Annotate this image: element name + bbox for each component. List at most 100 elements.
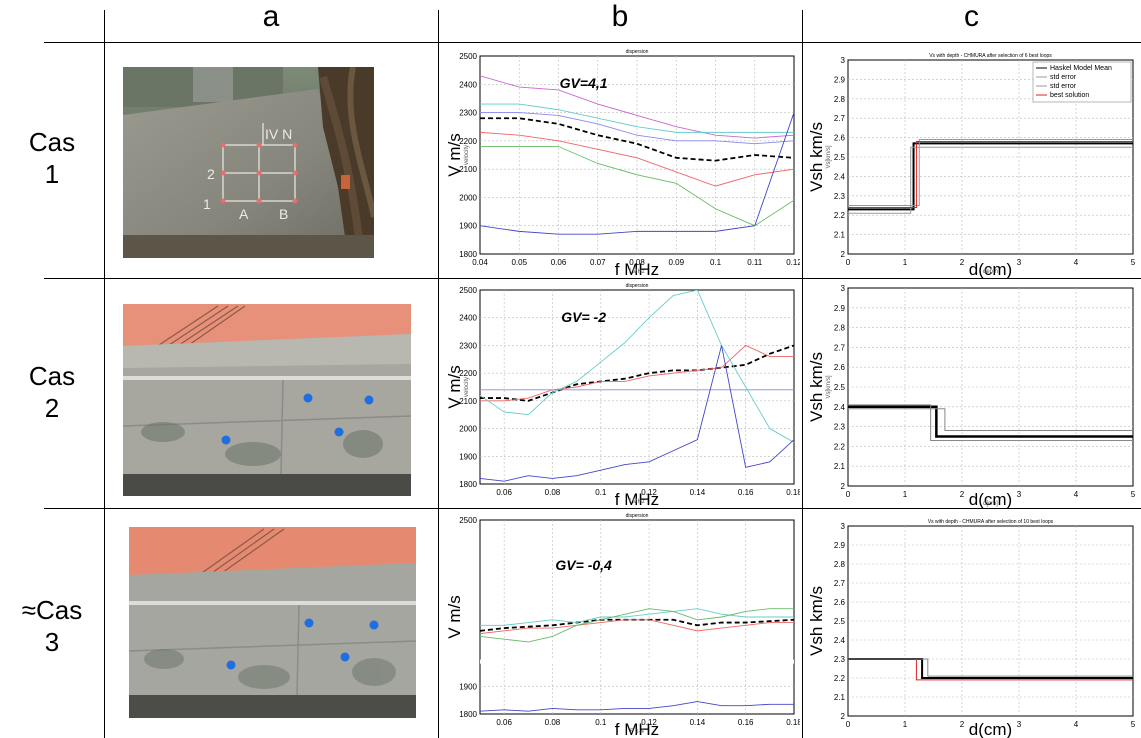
chalk-mark-ivn: IV N	[265, 126, 292, 142]
chart-title: Vs with depth - CHMURA after selection o…	[928, 519, 1054, 525]
y-tick-label: 2.4	[834, 636, 846, 645]
chalk-mark-a: A	[239, 206, 249, 222]
chart-svg: 0 1 2 3 4 5 2 2.1 2.2 2.3 2.4 2.5 2.6 2.7 2.8 2.9 3 d(cm)…	[807, 284, 1136, 508]
x-tick-label: 3	[1017, 258, 1022, 267]
y-tick-label: 2.6	[834, 363, 846, 372]
series-line-5	[480, 131, 794, 187]
gv-annotation: GV= -0,4	[555, 557, 612, 573]
series-group	[480, 608, 794, 712]
y-tick-label: 1900	[459, 222, 477, 231]
x-tick-label: 0.12	[641, 488, 657, 497]
series-line-2	[480, 619, 794, 635]
chart-svg: 0.06 0.08 0.1 0.12 0.14 0.16 0.18 1800 1900 2500 d…	[445, 513, 800, 738]
x-tick-label: 0.04	[472, 258, 488, 267]
chart-svg: 0 1 2 3 4 5 2 2.1 2.2 2.3 2.4 2.5 2.6 2.7 2.8 2.9 3 Vs wi…	[807, 519, 1136, 738]
x-tick-label: 0.18	[786, 488, 800, 497]
series-line-3	[848, 139, 1133, 206]
y-tick-label: 2.7	[834, 114, 846, 123]
series-line-3	[480, 103, 794, 133]
y-tick-label: 2.4	[834, 403, 846, 412]
y-tick-label: 2.4	[834, 172, 846, 181]
x-tick-label: 0.12	[641, 718, 657, 727]
gv-annotation: GV=4,1	[560, 75, 608, 91]
series-line-7	[480, 112, 794, 235]
photo-wall-case-3-image	[129, 527, 416, 718]
x-tick-label: 0	[846, 720, 851, 729]
photo-wall-case-2-image	[123, 304, 411, 496]
y-tick-label: 2400	[459, 80, 477, 89]
divider-row-2	[44, 508, 1141, 509]
x-tick-label: 0.14	[690, 718, 706, 727]
series-line-5	[480, 701, 794, 712]
x-tick-label: 3	[1017, 720, 1022, 729]
y-tick-label: 3	[841, 284, 846, 293]
series-line-1	[848, 405, 1133, 438]
legend-entry: std error	[1050, 83, 1077, 90]
series-group	[848, 658, 1133, 681]
x-tick-label: 0	[846, 258, 851, 267]
y-tick-label: 2.5	[834, 617, 846, 626]
y-axis-label: Vsh km/s	[807, 586, 826, 656]
legend-box	[1032, 61, 1132, 103]
series-line-3	[480, 608, 794, 626]
x-tick-label: 5	[1131, 720, 1136, 729]
y-tick-label: 2500	[459, 516, 477, 525]
series-group	[480, 75, 794, 235]
x-tick-label: 0.06	[551, 258, 567, 267]
divider-header	[44, 42, 1141, 43]
dispersion-chart-case-3: 0.06 0.08 0.1 0.12 0.14 0.16 0.18 1800 1900 2500 d…	[440, 510, 800, 738]
y-tick-label: 2	[841, 482, 846, 491]
chart-title: dispersion	[626, 49, 649, 55]
y-tick-label: 2500	[459, 286, 477, 295]
y-tick-label: 1800	[459, 250, 477, 259]
series-line-3	[480, 290, 794, 443]
series-line-2	[480, 344, 794, 402]
y-tick-label: 2.8	[834, 560, 846, 569]
x-tick-label: 0.08	[545, 488, 561, 497]
axis-break	[480, 659, 794, 664]
case-label-1-word: Cas	[28, 127, 76, 157]
plot-area	[479, 519, 795, 715]
y-tick-label: 2.9	[834, 75, 846, 84]
chalk-mark-b: B	[279, 206, 288, 222]
chart-title: Vs with depth - CHMURA after selection o…	[929, 53, 1052, 59]
divider-col-c	[802, 10, 803, 738]
x-tick-label: 4	[1074, 490, 1079, 499]
y-tick-label: 2.9	[834, 304, 846, 313]
y-tick-label: 2.8	[834, 324, 846, 333]
y-tick-label: 2.1	[834, 231, 846, 240]
y-tick-label: 2.2	[834, 211, 846, 220]
y-tick-label: 2.5	[834, 383, 846, 392]
dispersion-chart-case-1: 0.04 0.05 0.06 0.07 0.08 0.09 0.1 0.11 0.12 1800 1…	[440, 44, 800, 278]
chalk-mark-1: 1	[203, 196, 211, 212]
x-axis-label: f MHz	[615, 260, 659, 278]
x-tick-label: 0.06	[496, 718, 512, 727]
y-tick-label: 2.6	[834, 598, 846, 607]
case-label-2-word: Cas	[28, 361, 76, 391]
grid-lines	[480, 520, 794, 714]
series-line-1	[480, 344, 794, 402]
x-tick-label: 0.1	[710, 258, 722, 267]
chart-svg: 0 1 2 3 4 5 2 2.1 2.2 2.3 2.4 2.5 2.6 2.7 2.8 2.9 3 Vs wi…	[807, 53, 1136, 278]
series-line-2	[480, 75, 794, 139]
x-tick-label: 0.16	[738, 718, 754, 727]
vs-depth-chart-case-1: 0 1 2 3 4 5 2 2.1 2.2 2.3 2.4 2.5 2.6 2.7 2.8 2.9 3 Vs wi…	[804, 44, 1141, 278]
divider-row-1	[44, 278, 1141, 279]
x-tick-label: 0.09	[668, 258, 684, 267]
y-tick-label: 2.2	[834, 674, 846, 683]
y-axis-sublabel: velocity	[464, 377, 470, 397]
y-axis-label: Vsh km/s	[807, 352, 826, 422]
case-label-1-number: 1	[44, 159, 60, 189]
plot-area	[847, 287, 1134, 487]
y-tick-label: 2.3	[834, 192, 846, 201]
x-axis-label: d(cm)	[969, 260, 1012, 278]
y-axis-sublabel: Vs[km/s]	[826, 145, 832, 168]
gv-annotation: GV= -2	[561, 309, 606, 325]
x-tick-label: 5	[1131, 258, 1136, 267]
y-tick-label: 1900	[459, 452, 477, 461]
x-tick-label: 0	[846, 490, 851, 499]
x-tick-label: 0.11	[747, 258, 763, 267]
y-tick-label: 2.3	[834, 655, 846, 664]
x-tick-label: 0.08	[545, 718, 561, 727]
y-tick-label: 2300	[459, 109, 477, 118]
